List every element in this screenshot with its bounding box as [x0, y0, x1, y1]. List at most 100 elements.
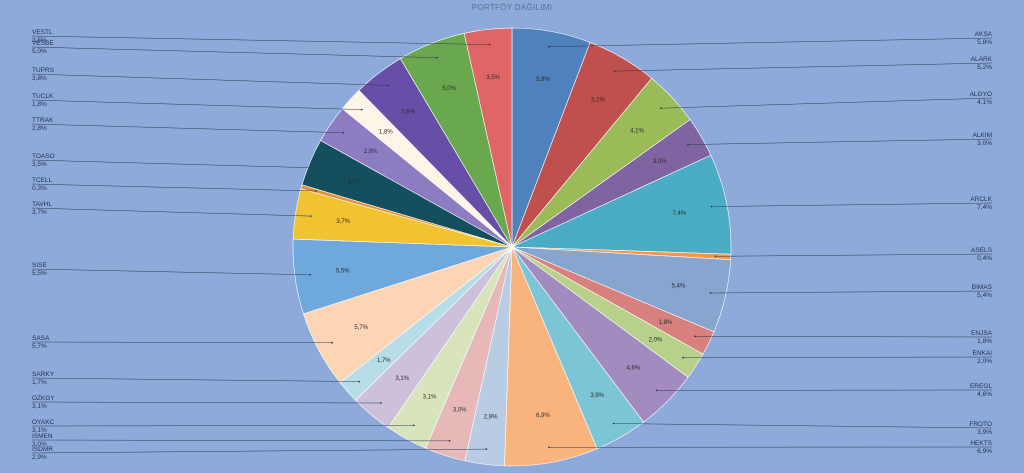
slice-value-sarky: 1,7%: [377, 358, 391, 364]
leader-line-isdmr: [31, 448, 487, 454]
legend-value-isdmr: 2,9%: [32, 454, 47, 461]
slice-value-ismen: 3,0%: [453, 408, 467, 414]
slice-value-arclk: 7,4%: [673, 211, 687, 217]
leader-dot-aksa: [548, 45, 550, 48]
legend-value-vestl: 3,5%: [32, 37, 47, 44]
legend-name-algyo: ALGYO: [970, 91, 992, 98]
legend-value-aksa: 5,8%: [977, 39, 992, 46]
legend-value-enkai: 2,0%: [977, 358, 992, 365]
legend-name-bimas: BIMAS: [972, 284, 993, 291]
leader-line-algyo: [660, 97, 993, 109]
slice-value-eregl: 4,6%: [626, 365, 640, 371]
legend-value-sarky: 1,7%: [32, 379, 47, 386]
pie-slice-arclk: [511, 154, 732, 255]
legend-value-algyo: 4,1%: [977, 99, 992, 106]
slice-value-ttrak: 2,8%: [364, 149, 378, 155]
legend-name-alark: ALARK: [971, 56, 993, 63]
legend-name-enjsa: ENJSA: [971, 330, 993, 337]
leader-dot-froto: [612, 422, 615, 425]
leader-dot-oyakc: [412, 424, 415, 427]
slice-value-hekts: 6,9%: [536, 413, 550, 419]
leader-dot-tcell: [315, 190, 318, 192]
legend-name-toaso: TOASO: [32, 153, 55, 160]
legend-value-tcell: 0,3%: [32, 185, 47, 192]
leader-dot-bimas: [709, 292, 712, 294]
slice-value-tavhl: 3,7%: [336, 219, 350, 225]
legend-value-alark: 5,2%: [977, 64, 992, 71]
leader-dot-toaso: [323, 167, 326, 170]
slice-value-enkai: 2,0%: [649, 338, 663, 344]
leader-line-ozkgy: [31, 401, 382, 404]
leader-line-tuclk: [31, 99, 362, 110]
legend-value-ismen: 3,0%: [32, 441, 47, 448]
legend-value-oyakc: 3,1%: [32, 427, 47, 434]
legend-name-tuprs: TUPRS: [32, 67, 55, 74]
legend-name-isdmr: ISDMR: [32, 446, 53, 453]
slice-value-oyakc: 3,1%: [423, 395, 437, 401]
legend-value-hekts: 6,9%: [977, 448, 992, 455]
legend-name-sise: SISE: [32, 262, 47, 269]
chart-title: PORTFÖY DAĞILIMI: [471, 3, 553, 12]
leader-dot-isdmr: [485, 448, 488, 450]
slice-value-sasa: 5,7%: [354, 325, 368, 331]
slice-value-alark: 5,2%: [591, 98, 605, 104]
legend-value-eregl: 4,6%: [977, 391, 992, 398]
leader-line-enjsa: [694, 336, 993, 338]
leader-dot-sise: [309, 273, 312, 276]
leader-line-asels: [715, 253, 993, 257]
legend-name-tcell: TCELL: [32, 177, 53, 184]
leader-dot-eregl: [655, 389, 658, 392]
legend-value-enjsa: 1,8%: [977, 338, 992, 345]
legend-value-ttrak: 2,8%: [32, 125, 47, 132]
leader-dot-sasa: [331, 341, 334, 344]
legend-name-ozkgy: OZKGY: [32, 395, 55, 402]
leader-dot-hekts: [548, 446, 550, 449]
legend-name-alkim: ALKIM: [972, 132, 992, 139]
leader-line-aksa: [548, 37, 993, 47]
legend-value-tuprs: 3,8%: [32, 75, 47, 82]
legend-name-ttrak: TTRAK: [32, 117, 54, 124]
leader-dot-ozkgy: [380, 402, 382, 404]
legend-name-tavhl: TAVHL: [32, 201, 52, 208]
legend-name-sarky: SARKY: [32, 371, 55, 378]
leader-line-bimas: [710, 290, 993, 294]
leader-line-ttrak: [31, 123, 344, 133]
slice-value-vesbe: 5,0%: [442, 86, 456, 92]
leader-line-sarky: [31, 377, 360, 382]
leader-line-enkai: [682, 356, 993, 358]
leader-dot-asels: [714, 255, 717, 258]
leader-dot-enkai: [682, 356, 684, 359]
leader-line-arclk: [711, 202, 993, 207]
legend-value-asels: 0,4%: [977, 255, 992, 262]
legend-value-tavhl: 3,7%: [32, 209, 47, 216]
legend-value-sasa: 5,7%: [32, 343, 47, 350]
leader-dot-vestl: [488, 43, 491, 46]
slice-value-tuprs: 3,8%: [401, 109, 415, 115]
slice-value-tuclk: 1,8%: [379, 130, 393, 136]
slice-value-isdmr: 2,9%: [484, 415, 498, 421]
slice-value-ozkgy: 3,1%: [395, 376, 409, 382]
leader-dot-arclk: [710, 205, 713, 208]
leader-dot-tuprs: [387, 84, 389, 87]
leader-dot-alark: [613, 70, 616, 72]
legend-value-arclk: 7,4%: [977, 204, 992, 211]
legend-name-hekts: HEKTS: [970, 440, 992, 447]
legend-name-aksa: AKSA: [975, 31, 993, 38]
leader-dot-algyo: [660, 107, 662, 110]
leader-dot-enjsa: [694, 335, 696, 338]
leader-line-tuprs: [31, 73, 389, 86]
legend-value-alkim: 3,0%: [977, 140, 992, 147]
legend-name-sasa: SASA: [32, 335, 50, 342]
leader-line-vestl: [31, 35, 490, 45]
legend-name-eregl: EREGL: [970, 383, 992, 390]
leader-dot-tuclk: [360, 108, 363, 111]
leader-dot-ismen: [448, 440, 451, 442]
leader-line-sasa: [31, 341, 333, 343]
leader-line-sise: [31, 268, 311, 276]
legend-name-tuclk: TUCLK: [32, 93, 54, 100]
slice-value-enjsa: 1,8%: [659, 320, 673, 326]
legend-value-toaso: 3,5%: [32, 161, 47, 168]
leader-line-froto: [613, 423, 993, 429]
leader-line-ismen: [31, 439, 450, 442]
